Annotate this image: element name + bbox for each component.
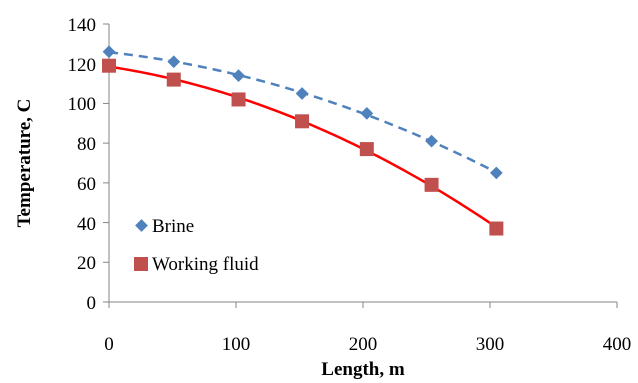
y-axis-title: Temperature, C <box>14 99 35 228</box>
x-tick-label: 200 <box>349 334 378 355</box>
data-point <box>360 106 374 120</box>
x-tick-labels: 0 100 200 300 400 <box>104 334 631 355</box>
data-point <box>359 142 374 157</box>
series-working-fluid <box>102 58 504 236</box>
y-tick-label: 60 <box>77 174 96 195</box>
y-tick-label: 20 <box>77 253 96 274</box>
data-point <box>232 69 245 82</box>
y-tick-label: 0 <box>87 293 97 314</box>
data-point <box>231 92 246 107</box>
legend-label-brine: Brine <box>152 216 194 237</box>
axis-ticks <box>103 23 618 308</box>
legend-item-brine: Brine <box>135 216 194 237</box>
data-point <box>167 55 181 69</box>
legend: Brine Working fluid <box>134 216 259 275</box>
data-point <box>489 166 503 180</box>
y-tick-label: 100 <box>68 94 97 115</box>
data-point <box>424 177 439 192</box>
data-point <box>425 134 438 148</box>
data-point <box>102 58 116 73</box>
data-point <box>489 221 504 236</box>
data-point <box>295 114 310 129</box>
x-axis-title: Length, m <box>321 359 405 380</box>
trendline <box>108 51 497 174</box>
data-point <box>166 72 181 87</box>
x-tick-label: 300 <box>476 334 505 355</box>
data-point <box>102 45 116 59</box>
y-tick-label: 140 <box>68 15 97 36</box>
legend-diamond-marker <box>135 219 148 232</box>
y-tick-labels: 0 20 40 60 80 100 120 140 <box>68 15 97 314</box>
legend-square-marker <box>134 257 148 271</box>
series-brine <box>102 45 503 180</box>
y-tick-label: 40 <box>77 214 96 235</box>
x-tick-label: 0 <box>104 334 114 355</box>
plot-area <box>102 45 504 236</box>
x-tick-label: 400 <box>603 334 632 355</box>
legend-item-working-fluid: Working fluid <box>134 254 259 275</box>
legend-label-working-fluid: Working fluid <box>152 254 259 275</box>
y-tick-label: 80 <box>77 134 96 155</box>
x-tick-label: 100 <box>222 334 251 355</box>
y-tick-label: 120 <box>68 55 97 76</box>
data-point <box>295 87 309 100</box>
